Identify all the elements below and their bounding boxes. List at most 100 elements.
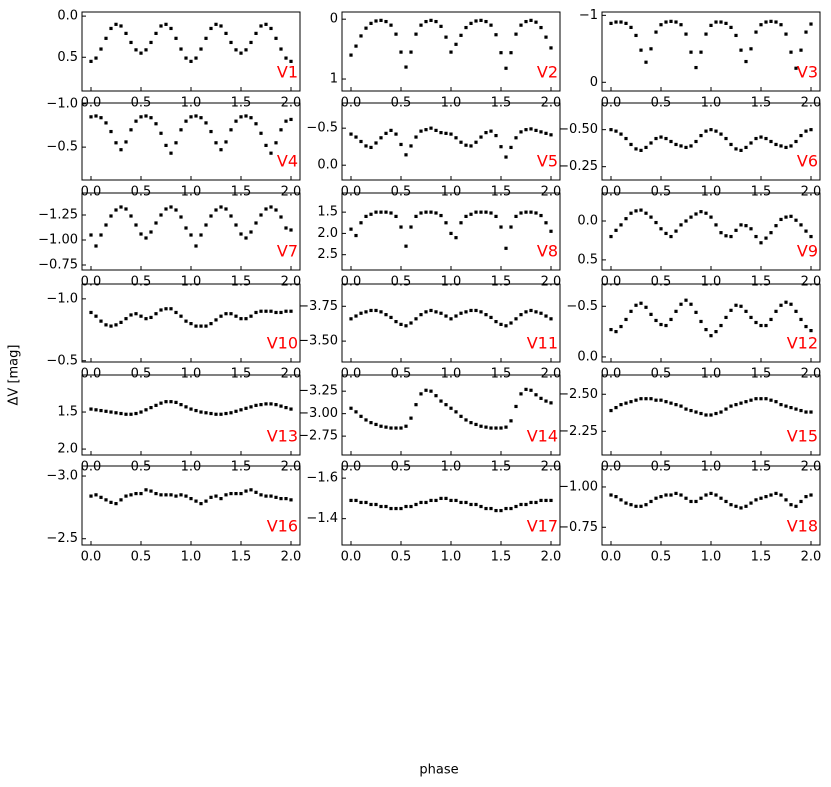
data-point <box>189 497 193 501</box>
data-point <box>484 19 488 24</box>
data-point <box>249 116 253 120</box>
data-point <box>714 20 718 24</box>
data-point <box>274 310 278 315</box>
data-point <box>799 133 803 138</box>
x-tick-label: 0.5 <box>391 367 412 382</box>
data-point <box>124 412 128 416</box>
data-point <box>689 408 693 413</box>
y-tick-label: −3.00 <box>298 406 338 421</box>
data-point <box>749 501 753 505</box>
data-point <box>429 126 433 130</box>
data-point <box>794 66 798 70</box>
data-point <box>144 236 148 240</box>
x-tick-label: 0.5 <box>131 460 152 475</box>
data-point <box>784 32 788 36</box>
data-point <box>289 407 293 411</box>
data-point <box>384 210 388 214</box>
data-point <box>624 317 628 322</box>
data-point <box>804 495 808 499</box>
data-point <box>374 308 378 313</box>
y-tick-label: −3.75 <box>298 299 338 314</box>
data-point <box>149 489 153 493</box>
data-point <box>784 498 788 502</box>
data-point <box>749 398 753 402</box>
data-point <box>809 128 813 132</box>
data-point <box>224 312 228 316</box>
data-point <box>484 313 488 317</box>
data-point <box>754 136 758 141</box>
x-tick-label: 0.5 <box>391 185 412 200</box>
data-point <box>649 499 653 504</box>
data-point <box>204 36 208 40</box>
data-point <box>694 139 698 144</box>
data-point <box>274 403 278 407</box>
data-point <box>509 225 513 229</box>
data-point <box>549 401 553 405</box>
data-point <box>659 135 663 139</box>
x-tick-label: 2.0 <box>541 460 562 475</box>
data-point <box>689 50 693 54</box>
data-point <box>394 32 398 36</box>
data-point <box>719 410 723 414</box>
data-point <box>629 503 633 507</box>
data-point <box>94 114 98 118</box>
data-point <box>809 234 813 239</box>
data-point <box>459 221 463 225</box>
data-point <box>469 502 473 507</box>
data-point <box>769 19 773 23</box>
data-point <box>549 133 553 137</box>
data-point <box>104 323 108 327</box>
data-point <box>379 136 383 140</box>
data-point <box>404 424 408 428</box>
data-point <box>614 495 618 499</box>
data-point <box>249 314 253 318</box>
data-point <box>254 490 258 494</box>
data-point <box>209 214 213 218</box>
x-tick-label: 2.0 <box>541 550 562 565</box>
data-point <box>109 410 113 414</box>
data-point <box>524 210 528 214</box>
data-point <box>119 148 123 152</box>
y-tick-label: 0.5 <box>577 252 598 267</box>
data-point <box>774 309 778 313</box>
x-tick-label: 1.5 <box>231 185 252 200</box>
data-point <box>109 129 113 134</box>
y-tick-label: −3.50 <box>298 334 338 349</box>
data-point <box>654 398 658 402</box>
data-point <box>499 426 503 430</box>
data-point <box>389 506 393 511</box>
data-point <box>359 34 363 38</box>
data-point <box>444 131 448 135</box>
data-point <box>534 128 538 132</box>
data-point <box>134 312 138 316</box>
data-point <box>634 209 638 213</box>
data-point <box>354 44 358 48</box>
data-point <box>789 50 793 54</box>
data-point <box>179 403 183 407</box>
data-point <box>509 419 513 423</box>
data-point <box>464 25 468 30</box>
data-point <box>284 309 288 313</box>
data-point <box>124 317 128 321</box>
data-point <box>369 21 373 25</box>
data-point <box>414 135 418 139</box>
data-point <box>154 403 158 407</box>
data-point <box>164 207 168 211</box>
data-point <box>479 210 483 214</box>
data-point <box>399 506 403 511</box>
x-tick-label: 1.5 <box>491 460 512 475</box>
x-tick-label: 2.0 <box>281 275 302 290</box>
data-point <box>254 310 258 315</box>
data-point <box>394 214 398 218</box>
data-point <box>239 115 243 119</box>
data-point <box>409 50 413 54</box>
data-point <box>129 493 133 497</box>
data-point <box>659 23 663 27</box>
data-point <box>619 132 623 136</box>
panel-label: V14 <box>527 427 558 446</box>
data-point <box>379 18 383 22</box>
data-point <box>189 233 193 237</box>
data-point <box>534 211 538 215</box>
data-point <box>99 47 103 51</box>
x-tick-label: 0.0 <box>81 275 102 290</box>
